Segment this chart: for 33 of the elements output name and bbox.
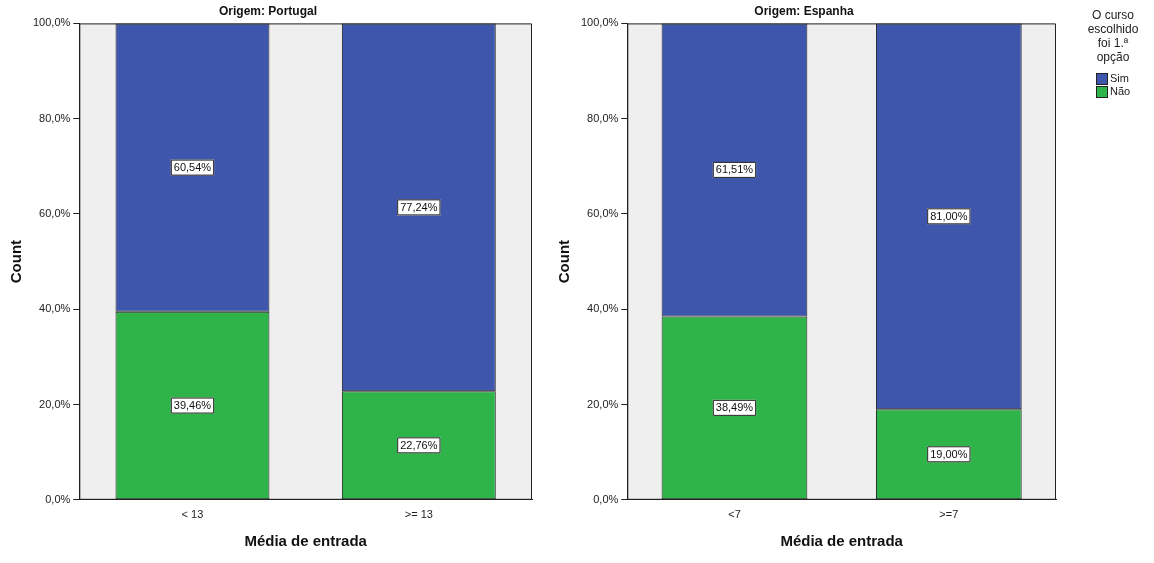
data-label: 19,00% xyxy=(930,447,968,460)
legend-title: O curso escolhido foi 1.ª opção xyxy=(1086,8,1140,64)
chart-title: Origem: Portugal xyxy=(218,3,318,18)
x-tick-label: >= 13 xyxy=(404,508,433,521)
y-tick-label: 80,0% xyxy=(587,111,619,124)
y-axis-title: Count xyxy=(555,239,573,284)
data-label: 38,49% xyxy=(715,401,754,414)
x-tick-label: >=7 xyxy=(939,508,959,521)
data-label: 61,51% xyxy=(715,163,754,176)
y-tick-label: 20,0% xyxy=(39,397,71,410)
y-tick-label: 80,0% xyxy=(39,111,71,124)
x-tick-label: < 13 xyxy=(181,508,204,521)
data-label: 39,46% xyxy=(173,399,212,412)
x-axis-title: Média de entrada xyxy=(780,532,904,550)
y-tick-label: 40,0% xyxy=(587,302,619,315)
text: Sim xyxy=(1110,72,1129,85)
data-label: 81,00% xyxy=(930,209,968,222)
y-tick-label: 100,0% xyxy=(33,16,71,29)
data-label: 60,54% xyxy=(173,161,212,174)
chart-title: Origem: Espanha xyxy=(754,3,854,18)
y-tick-label: 60,0% xyxy=(39,206,71,219)
y-tick-label: 20,0% xyxy=(587,397,619,410)
y-tick-label: 60,0% xyxy=(587,206,619,219)
legend-label: Não xyxy=(1110,85,1131,98)
y-tick-label: 0,0% xyxy=(593,492,619,505)
data-label: 77,24% xyxy=(400,200,438,213)
y-tick-label: 100,0% xyxy=(581,16,619,29)
y-tick-label: 40,0% xyxy=(39,302,71,315)
x-tick-label: <7 xyxy=(728,508,741,521)
data-label: 22,76% xyxy=(400,438,438,451)
x-axis-title: Média de entrada xyxy=(244,532,368,550)
y-tick-label: 0,0% xyxy=(45,492,71,505)
y-axis-title: Count xyxy=(7,239,25,284)
